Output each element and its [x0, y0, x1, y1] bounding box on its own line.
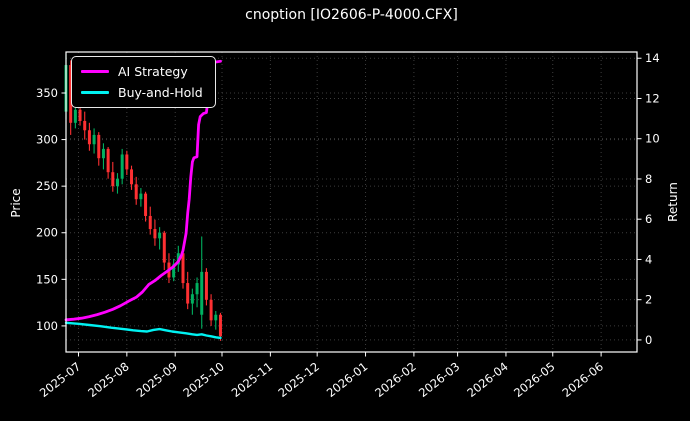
svg-text:2026-04: 2026-04 [464, 359, 510, 400]
svg-text:2026-06: 2026-06 [559, 359, 605, 400]
chart-title: cnoption [IO2606-P-4000.CFX] [245, 7, 458, 23]
svg-text:4: 4 [645, 252, 652, 266]
svg-text:200: 200 [36, 226, 58, 240]
series-line-buy-and-hold [64, 321, 222, 340]
buy-and-hold-line-swatch [81, 91, 109, 94]
svg-text:10: 10 [645, 132, 660, 146]
svg-text:350: 350 [36, 86, 58, 100]
svg-text:2026-01: 2026-01 [324, 359, 370, 400]
svg-text:2025-08: 2025-08 [85, 359, 131, 400]
legend-item-ai-strategy: AI Strategy [81, 64, 203, 79]
svg-text:12: 12 [645, 91, 660, 105]
svg-text:2026-05: 2026-05 [511, 359, 557, 400]
svg-text:100: 100 [36, 319, 58, 333]
svg-text:2026-02: 2026-02 [372, 359, 418, 400]
plot-border [65, 51, 638, 353]
strategy-lines-layer [64, 59, 222, 340]
series-line-ai-strategy [64, 59, 222, 322]
svg-text:2025-12: 2025-12 [276, 359, 322, 400]
price-axis-label: Price [9, 188, 23, 218]
svg-text:2025-09: 2025-09 [134, 359, 180, 400]
svg-text:0: 0 [645, 333, 652, 347]
legend-label-ai-strategy: AI Strategy [118, 64, 188, 79]
svg-text:2025-07: 2025-07 [37, 359, 83, 400]
legend: AI Strategy Buy-and-Hold [71, 56, 216, 108]
svg-text:14: 14 [645, 51, 660, 65]
legend-item-buy-and-hold: Buy-and-Hold [81, 85, 203, 100]
ai-strategy-line-swatch [81, 70, 109, 73]
svg-text:2026-03: 2026-03 [416, 359, 462, 400]
svg-text:300: 300 [36, 133, 58, 147]
svg-text:250: 250 [36, 179, 58, 193]
legend-label-buy-and-hold: Buy-and-Hold [118, 85, 203, 100]
svg-text:2: 2 [645, 293, 652, 307]
svg-text:150: 150 [36, 272, 58, 286]
svg-text:8: 8 [645, 172, 652, 186]
svg-text:2025-10: 2025-10 [180, 359, 226, 400]
svg-text:6: 6 [645, 212, 652, 226]
svg-text:2025-11: 2025-11 [229, 359, 275, 400]
return-axis-label: Return [666, 182, 680, 222]
